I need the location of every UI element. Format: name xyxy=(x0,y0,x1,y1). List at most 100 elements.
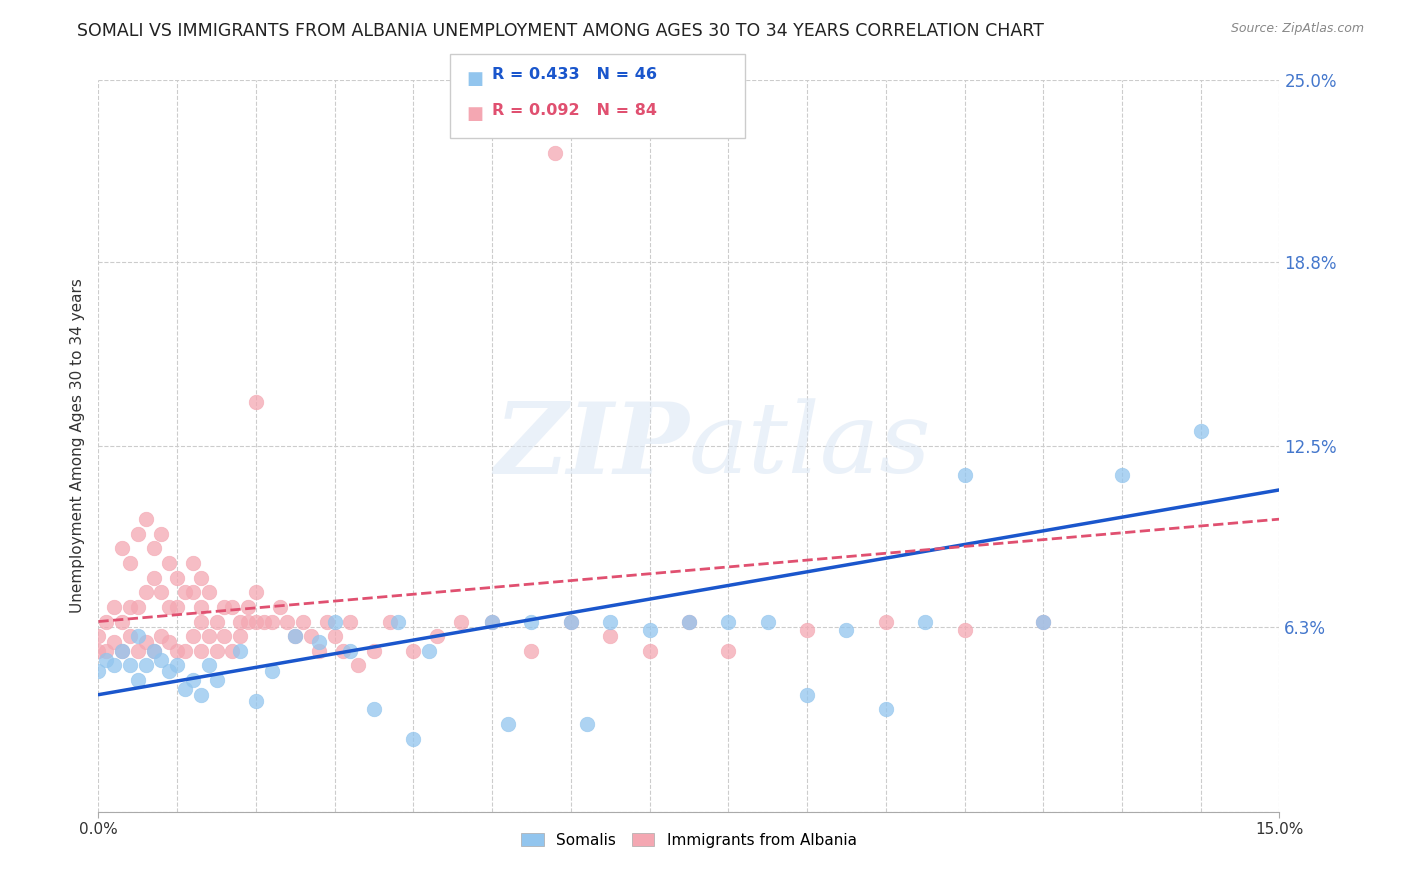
Point xyxy=(953,468,976,483)
Point xyxy=(914,615,936,629)
Point xyxy=(205,615,228,629)
Point xyxy=(197,658,219,673)
Point xyxy=(402,644,425,658)
Point xyxy=(174,585,197,599)
Point xyxy=(214,629,236,643)
Point xyxy=(1032,615,1054,629)
Point xyxy=(111,644,134,658)
Point xyxy=(142,541,165,556)
Point xyxy=(142,644,165,658)
Point xyxy=(190,688,212,702)
Point xyxy=(127,644,149,658)
Point xyxy=(638,644,661,658)
Point xyxy=(127,599,149,614)
Point xyxy=(418,644,440,658)
Point xyxy=(118,658,141,673)
Point xyxy=(756,615,779,629)
Point xyxy=(103,599,125,614)
Point xyxy=(127,673,149,687)
Text: SOMALI VS IMMIGRANTS FROM ALBANIA UNEMPLOYMENT AMONG AGES 30 TO 34 YEARS CORRELA: SOMALI VS IMMIGRANTS FROM ALBANIA UNEMPL… xyxy=(77,22,1045,40)
Point xyxy=(599,615,621,629)
Point xyxy=(1189,425,1212,439)
Point xyxy=(332,644,354,658)
Point xyxy=(284,629,307,643)
Point xyxy=(111,541,134,556)
Point xyxy=(292,615,315,629)
Point xyxy=(520,615,543,629)
Point xyxy=(157,599,180,614)
Point xyxy=(118,629,141,643)
Legend: Somalis, Immigrants from Albania: Somalis, Immigrants from Albania xyxy=(513,825,865,855)
Point xyxy=(174,644,197,658)
Point xyxy=(260,615,283,629)
Point xyxy=(378,615,401,629)
Point xyxy=(157,635,180,649)
Point xyxy=(835,624,858,638)
Point xyxy=(87,644,110,658)
Point xyxy=(87,629,110,643)
Point xyxy=(245,693,267,707)
Text: R = 0.433   N = 46: R = 0.433 N = 46 xyxy=(492,67,657,82)
Point xyxy=(181,585,204,599)
Point xyxy=(150,585,173,599)
Point xyxy=(197,585,219,599)
Point xyxy=(308,635,330,649)
Point xyxy=(229,629,252,643)
Point xyxy=(127,526,149,541)
Point xyxy=(678,615,700,629)
Point xyxy=(111,615,134,629)
Point xyxy=(190,644,212,658)
Point xyxy=(717,615,740,629)
Point xyxy=(103,658,125,673)
Point xyxy=(481,615,503,629)
Point xyxy=(953,624,976,638)
Point xyxy=(205,644,228,658)
Point xyxy=(205,673,228,687)
Point xyxy=(638,624,661,638)
Point xyxy=(103,635,125,649)
Point xyxy=(190,615,212,629)
Point xyxy=(111,644,134,658)
Point xyxy=(363,644,385,658)
Point xyxy=(174,681,197,696)
Point xyxy=(323,629,346,643)
Point xyxy=(245,585,267,599)
Point xyxy=(426,629,449,643)
Point xyxy=(299,629,322,643)
Text: atlas: atlas xyxy=(689,399,932,493)
Text: ■: ■ xyxy=(467,105,484,123)
Point xyxy=(135,585,157,599)
Point xyxy=(96,652,118,666)
Text: ZIP: ZIP xyxy=(494,398,689,494)
Point xyxy=(323,615,346,629)
Point xyxy=(166,571,188,585)
Point xyxy=(87,665,110,679)
Point xyxy=(157,556,180,570)
Point xyxy=(796,688,818,702)
Point xyxy=(402,731,425,746)
Point xyxy=(875,702,897,716)
Point xyxy=(796,624,818,638)
Point xyxy=(236,615,259,629)
Point xyxy=(236,599,259,614)
Point xyxy=(166,658,188,673)
Point xyxy=(118,599,141,614)
Point xyxy=(347,658,370,673)
Point xyxy=(127,629,149,643)
Text: Source: ZipAtlas.com: Source: ZipAtlas.com xyxy=(1230,22,1364,36)
Point xyxy=(245,395,267,409)
Point xyxy=(214,599,236,614)
Point xyxy=(717,644,740,658)
Point xyxy=(229,644,252,658)
Text: R = 0.092   N = 84: R = 0.092 N = 84 xyxy=(492,103,657,118)
Point xyxy=(315,615,337,629)
Y-axis label: Unemployment Among Ages 30 to 34 years: Unemployment Among Ages 30 to 34 years xyxy=(69,278,84,614)
Point xyxy=(150,652,173,666)
Point xyxy=(253,615,276,629)
Point xyxy=(363,702,385,716)
Point xyxy=(150,526,173,541)
Point xyxy=(269,599,291,614)
Point xyxy=(157,665,180,679)
Point xyxy=(181,673,204,687)
Point xyxy=(166,644,188,658)
